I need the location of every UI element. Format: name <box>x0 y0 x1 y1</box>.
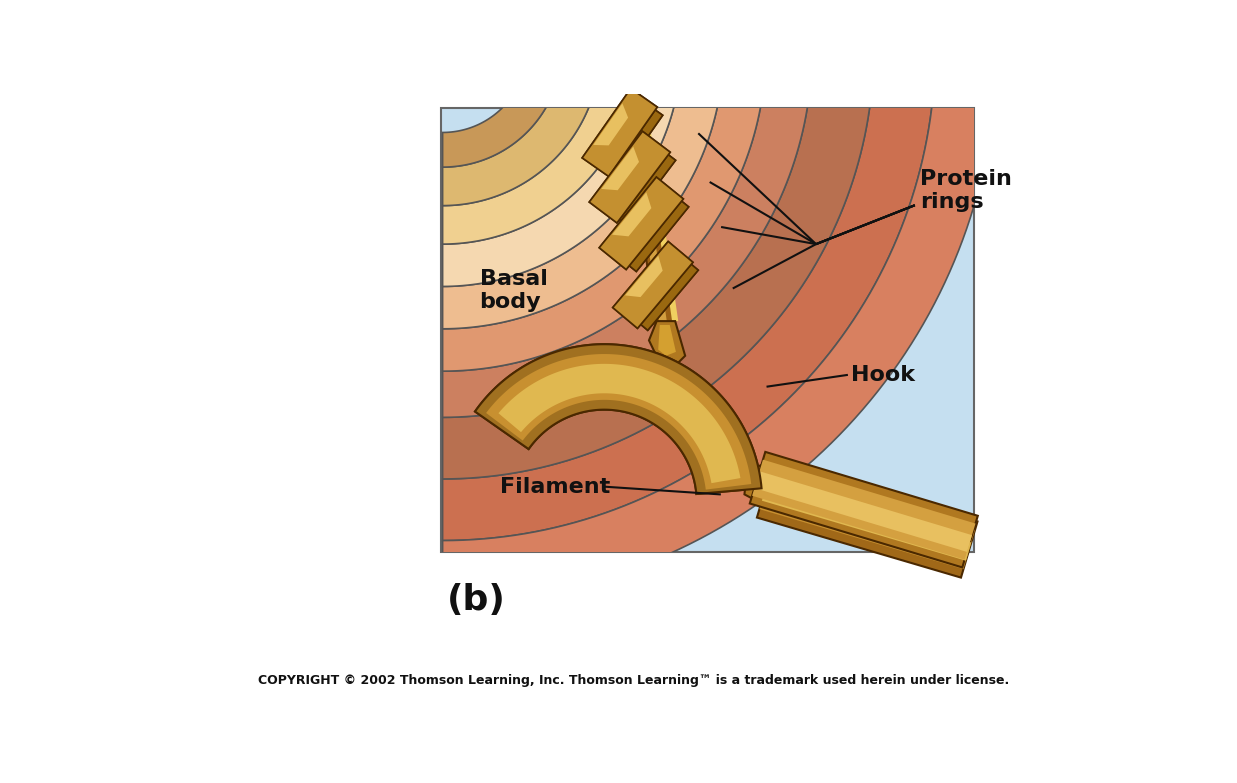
Polygon shape <box>612 187 689 272</box>
Polygon shape <box>599 177 683 269</box>
Polygon shape <box>625 108 675 331</box>
Polygon shape <box>750 452 977 568</box>
Polygon shape <box>612 241 693 328</box>
Polygon shape <box>762 482 971 561</box>
Polygon shape <box>583 88 657 176</box>
Polygon shape <box>486 354 751 489</box>
Polygon shape <box>760 470 975 569</box>
Polygon shape <box>612 193 652 236</box>
Polygon shape <box>443 20 766 371</box>
Polygon shape <box>755 471 972 552</box>
Polygon shape <box>595 99 663 179</box>
Polygon shape <box>589 132 670 223</box>
Polygon shape <box>628 108 668 331</box>
Polygon shape <box>627 110 678 334</box>
Polygon shape <box>475 345 762 494</box>
Text: Filament: Filament <box>501 477 611 496</box>
Polygon shape <box>443 38 562 167</box>
Polygon shape <box>626 252 698 330</box>
Polygon shape <box>589 132 670 223</box>
Polygon shape <box>752 460 976 560</box>
Polygon shape <box>443 0 997 602</box>
Text: (b): (b) <box>447 583 506 617</box>
Polygon shape <box>745 460 782 506</box>
Polygon shape <box>625 256 663 297</box>
Polygon shape <box>641 108 678 321</box>
Polygon shape <box>486 354 751 489</box>
Polygon shape <box>658 325 675 355</box>
Polygon shape <box>443 31 640 244</box>
Text: COPYRIGHT © 2002 Thomson Learning, Inc. Thomson Learning™ is a trademark used he: COPYRIGHT © 2002 Thomson Learning, Inc. … <box>259 674 1009 687</box>
Polygon shape <box>443 34 600 206</box>
Polygon shape <box>442 108 974 552</box>
Text: Protein
rings: Protein rings <box>920 168 1012 212</box>
Polygon shape <box>499 364 741 483</box>
Polygon shape <box>757 461 977 578</box>
Polygon shape <box>612 241 693 328</box>
Polygon shape <box>443 27 682 287</box>
Polygon shape <box>499 364 741 483</box>
Text: Basal
body: Basal body <box>480 269 548 312</box>
Polygon shape <box>443 23 724 329</box>
Polygon shape <box>443 16 813 417</box>
Polygon shape <box>649 321 685 367</box>
Polygon shape <box>602 142 675 225</box>
Polygon shape <box>601 146 640 190</box>
Polygon shape <box>475 345 762 494</box>
Polygon shape <box>583 88 657 176</box>
Polygon shape <box>612 187 689 272</box>
Polygon shape <box>595 99 663 179</box>
Polygon shape <box>599 177 683 269</box>
Polygon shape <box>602 142 675 225</box>
Text: Hook: Hook <box>851 365 914 385</box>
Polygon shape <box>626 252 698 330</box>
Polygon shape <box>443 10 873 479</box>
Polygon shape <box>443 5 935 540</box>
Polygon shape <box>594 103 628 146</box>
